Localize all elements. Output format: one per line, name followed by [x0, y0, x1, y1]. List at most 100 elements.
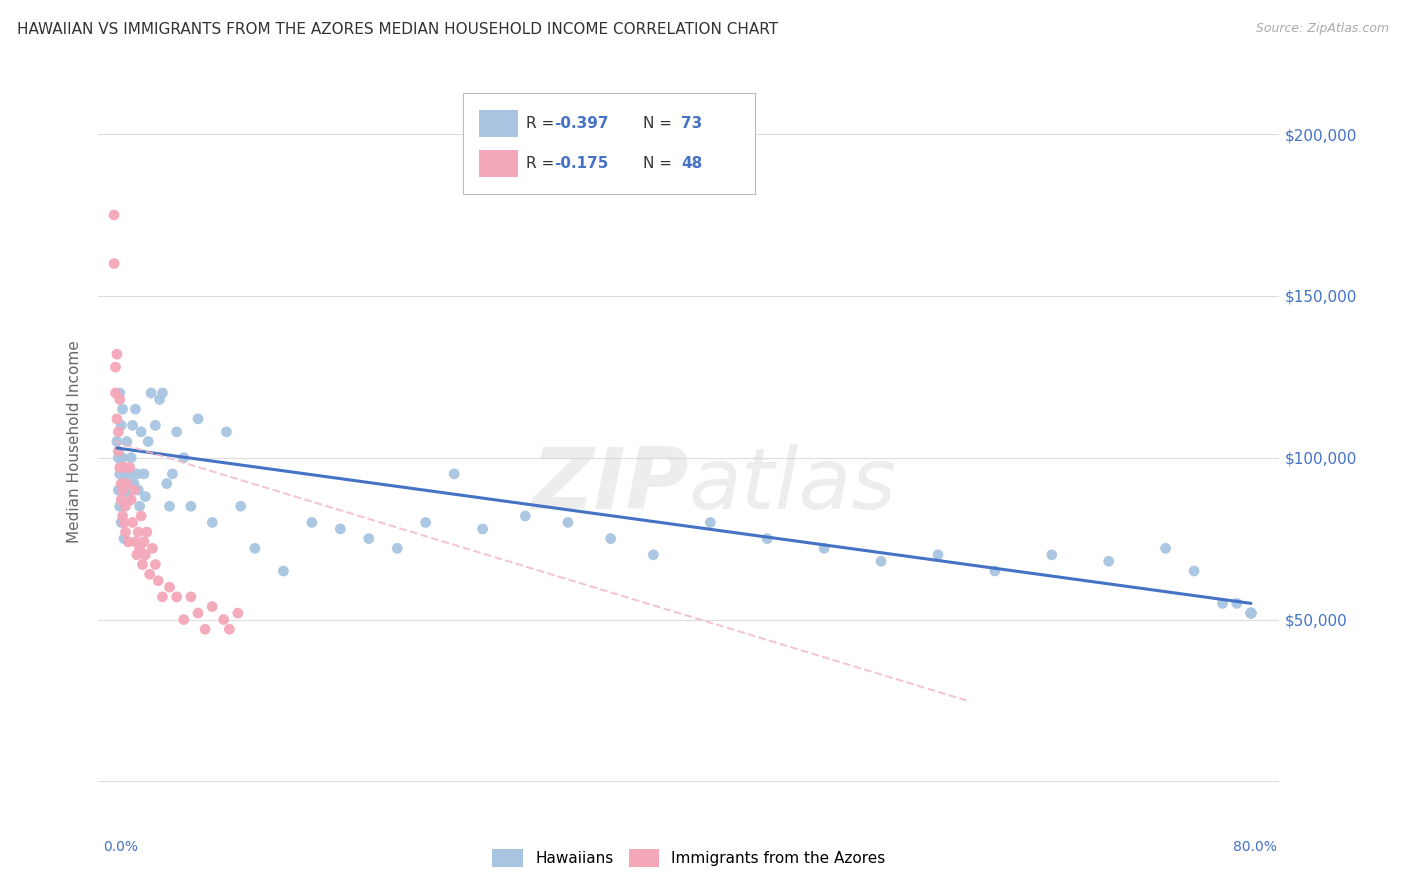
Point — [443, 467, 465, 481]
Point — [139, 386, 162, 401]
Point — [1098, 554, 1121, 568]
Point — [135, 525, 157, 540]
Text: ZIP: ZIP — [531, 444, 689, 527]
Point — [129, 425, 152, 439]
Point — [1212, 596, 1234, 610]
Point — [756, 532, 779, 546]
Point — [1240, 606, 1263, 620]
Point — [122, 483, 145, 497]
Point — [1240, 606, 1263, 620]
Point — [138, 567, 160, 582]
Point — [515, 508, 537, 523]
Point — [229, 500, 252, 514]
Point — [129, 508, 152, 523]
Point — [166, 590, 188, 604]
Point — [1182, 564, 1205, 578]
Point — [110, 492, 132, 507]
Point — [112, 516, 135, 530]
Point — [187, 606, 209, 620]
Point — [1240, 606, 1263, 620]
Point — [107, 444, 129, 458]
Point — [110, 516, 132, 530]
Point — [105, 412, 128, 426]
Point — [117, 534, 139, 549]
Point — [124, 534, 146, 549]
Point — [108, 467, 131, 481]
Point — [111, 402, 134, 417]
Point — [114, 525, 136, 540]
Point — [128, 500, 150, 514]
Point — [201, 599, 224, 614]
Point — [1154, 541, 1177, 556]
Point — [813, 541, 835, 556]
Point — [699, 516, 721, 530]
Point — [1240, 606, 1263, 620]
Point — [108, 392, 131, 407]
Point — [132, 467, 155, 481]
Point — [218, 622, 240, 636]
Text: -0.175: -0.175 — [554, 156, 607, 171]
Point — [127, 525, 149, 540]
Point — [159, 580, 181, 594]
Point — [127, 483, 149, 497]
Point — [870, 554, 893, 568]
Point — [159, 500, 181, 514]
Point — [1240, 606, 1263, 620]
Point — [107, 450, 129, 465]
Point — [114, 467, 136, 481]
Point — [1040, 548, 1063, 562]
Point — [121, 418, 143, 433]
Point — [134, 490, 156, 504]
Text: -0.397: -0.397 — [554, 116, 609, 131]
Point — [141, 541, 163, 556]
Point — [111, 450, 134, 465]
Point — [108, 460, 131, 475]
Point — [1226, 596, 1249, 610]
Point — [104, 360, 127, 375]
Point — [112, 483, 135, 497]
Text: N =: N = — [643, 156, 676, 171]
Point — [105, 347, 128, 361]
Point — [117, 490, 139, 504]
Point — [173, 450, 195, 465]
Point — [149, 392, 172, 407]
Point — [110, 418, 132, 433]
Point — [194, 622, 217, 636]
Point — [557, 516, 579, 530]
Point — [162, 467, 184, 481]
Point — [148, 574, 170, 588]
Point — [107, 483, 129, 497]
Legend: Hawaiians, Immigrants from the Azores: Hawaiians, Immigrants from the Azores — [486, 843, 891, 872]
Point — [128, 541, 150, 556]
Point — [136, 434, 159, 449]
Point — [124, 402, 146, 417]
Text: N =: N = — [643, 116, 676, 131]
Point — [131, 558, 153, 572]
Point — [125, 548, 148, 562]
Point — [121, 516, 143, 530]
Point — [984, 564, 1007, 578]
Point — [212, 613, 235, 627]
Point — [114, 500, 136, 514]
Point — [118, 467, 141, 481]
Point — [180, 500, 202, 514]
Point — [243, 541, 266, 556]
Point — [152, 590, 174, 604]
Point — [173, 613, 195, 627]
Point — [166, 425, 188, 439]
Point — [226, 606, 249, 620]
Point — [103, 208, 125, 222]
Point — [143, 418, 166, 433]
Point — [112, 460, 135, 475]
Point — [1240, 606, 1263, 620]
Text: R =: R = — [526, 116, 560, 131]
Point — [187, 412, 209, 426]
Point — [201, 516, 224, 530]
Point — [108, 386, 131, 401]
Point — [110, 476, 132, 491]
Point — [115, 476, 138, 491]
Point — [273, 564, 295, 578]
Point — [111, 483, 134, 497]
Point — [357, 532, 380, 546]
Point — [125, 467, 148, 481]
